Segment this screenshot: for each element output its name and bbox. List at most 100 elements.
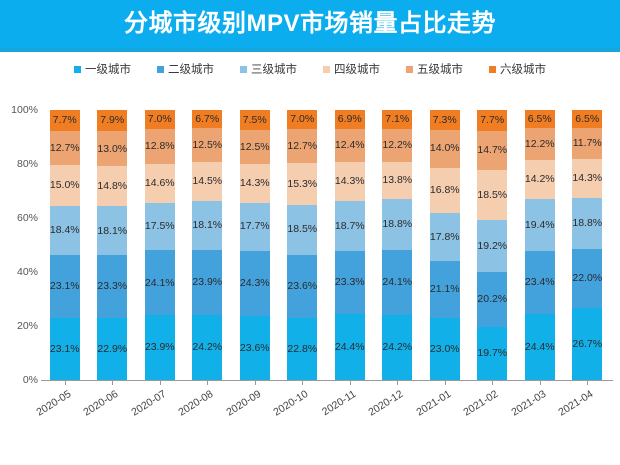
bar-segment[interactable]: 22.9%: [97, 318, 128, 380]
bar-segment[interactable]: 18.1%: [97, 206, 128, 256]
bar-segment[interactable]: 12.5%: [239, 130, 270, 165]
legend-item-5[interactable]: 五级城市: [406, 61, 463, 77]
bar-segment[interactable]: 14.5%: [192, 161, 223, 202]
bar-segment[interactable]: 18.8%: [382, 199, 413, 250]
bar-segment[interactable]: 18.8%: [572, 197, 603, 249]
bar-segment[interactable]: 6.5%: [572, 110, 603, 128]
bar-segment[interactable]: 7.9%: [97, 110, 128, 132]
bar-segment[interactable]: 24.2%: [382, 314, 413, 380]
bar-segment[interactable]: 23.0%: [429, 317, 460, 380]
bar-segment-label: 16.8%: [429, 183, 460, 196]
bar-segment[interactable]: 17.5%: [144, 202, 175, 251]
bar-segment[interactable]: 15.3%: [287, 163, 318, 205]
bar-segment[interactable]: 24.1%: [144, 250, 175, 316]
stacked-bar[interactable]: 7.7% 14.7% 18.5% 19.2% 20.2% 19.7%: [477, 110, 508, 381]
bar-segment[interactable]: 18.5%: [477, 170, 508, 221]
legend-item-2[interactable]: 二级城市: [157, 61, 214, 77]
bar-segment[interactable]: 18.1%: [192, 201, 223, 250]
legend-item-3[interactable]: 三级城市: [240, 61, 297, 77]
bar-segment[interactable]: 23.4%: [524, 251, 555, 315]
bar-segment[interactable]: 14.3%: [239, 164, 270, 203]
bar-segment[interactable]: 23.1%: [49, 317, 80, 381]
bar-segment[interactable]: 24.4%: [334, 314, 365, 380]
bar-segment[interactable]: 12.2%: [382, 129, 413, 162]
bar-segment[interactable]: 7.3%: [429, 110, 460, 130]
bar-segment[interactable]: 14.3%: [572, 159, 603, 198]
stacked-bar[interactable]: 6.9% 12.4% 14.3% 18.7% 23.3% 24.4%: [334, 110, 365, 380]
bar-segment[interactable]: 6.5%: [524, 110, 555, 128]
bar-segment[interactable]: 6.9%: [334, 110, 365, 129]
bar-segment[interactable]: 14.2%: [524, 160, 555, 199]
bar-segment[interactable]: 24.2%: [192, 314, 223, 380]
bar-segment[interactable]: 12.7%: [287, 128, 318, 164]
bar-segment[interactable]: 19.2%: [477, 220, 508, 273]
bar-segment[interactable]: 12.2%: [524, 127, 555, 161]
bar-segment[interactable]: 23.6%: [287, 254, 318, 319]
bar-segment[interactable]: 17.8%: [429, 212, 460, 261]
stacked-bar[interactable]: 7.0% 12.8% 14.6% 17.5% 24.1% 23.9%: [144, 110, 175, 380]
bar-segment[interactable]: 24.3%: [239, 250, 270, 317]
stacked-bar[interactable]: 7.5% 12.5% 14.3% 17.7% 24.3% 23.6%: [239, 110, 270, 380]
bar-segment[interactable]: 11.7%: [572, 127, 603, 160]
bar-segment[interactable]: 7.0%: [287, 110, 318, 129]
bar-segment[interactable]: 7.1%: [382, 110, 413, 130]
bar-segment[interactable]: 7.0%: [144, 110, 175, 129]
bar-segment[interactable]: 6.7%: [192, 110, 223, 129]
y-axis-tick-label: 40%: [16, 266, 38, 278]
bar-segment[interactable]: 7.5%: [239, 110, 270, 131]
x-axis-tick-label: 2021-03: [509, 388, 549, 419]
legend-item-1[interactable]: 一级城市: [74, 61, 131, 77]
bar-segment[interactable]: 17.7%: [239, 202, 270, 251]
stacked-bar[interactable]: 7.1% 12.2% 13.8% 18.8% 24.1% 24.2%: [382, 110, 413, 380]
bar-segment[interactable]: 12.8%: [144, 128, 175, 164]
bar-segment-label: 24.2%: [192, 341, 223, 354]
y-axis-tick-label: 0%: [22, 374, 38, 386]
bar-segment[interactable]: 22.8%: [287, 318, 318, 380]
bar-segment[interactable]: 22.0%: [572, 248, 603, 308]
bar-segment[interactable]: 26.7%: [572, 307, 603, 381]
bar-segment[interactable]: 20.2%: [477, 272, 508, 327]
bar-segment[interactable]: 21.1%: [429, 260, 460, 318]
stacked-bar[interactable]: 7.0% 12.7% 15.3% 18.5% 23.6% 22.8%: [287, 110, 318, 380]
bar-segment[interactable]: 23.3%: [97, 255, 128, 319]
bar-segment[interactable]: 7.7%: [477, 110, 508, 131]
bar-segment[interactable]: 23.9%: [144, 315, 175, 380]
bar-segment[interactable]: 18.4%: [49, 205, 80, 256]
bar-segment[interactable]: 16.8%: [429, 167, 460, 213]
bar-segment[interactable]: 23.1%: [49, 255, 80, 318]
bar-segment[interactable]: 14.3%: [334, 162, 365, 201]
bar-segment[interactable]: 14.6%: [144, 163, 175, 203]
legend-item-4[interactable]: 四级城市: [323, 61, 380, 77]
bar-segment-label: 24.2%: [382, 341, 413, 354]
bar-segment[interactable]: 23.9%: [192, 250, 223, 315]
bar-segment[interactable]: 14.7%: [477, 130, 508, 171]
bar-segment[interactable]: 15.0%: [49, 165, 80, 206]
bar-segment[interactable]: 12.5%: [192, 128, 223, 162]
stacked-bar[interactable]: 6.5% 11.7% 14.3% 18.8% 22.0% 26.7%: [572, 110, 603, 381]
stacked-bar[interactable]: 6.7% 12.5% 14.5% 18.1% 23.9% 24.2%: [192, 110, 223, 380]
stacked-bar[interactable]: 6.5% 12.2% 14.2% 19.4% 23.4% 24.4%: [524, 110, 555, 380]
bar-segment[interactable]: 23.6%: [239, 316, 270, 380]
stacked-bar[interactable]: 7.9% 13.0% 14.8% 18.1% 23.3% 22.9%: [97, 110, 128, 380]
legend-label: 六级城市: [500, 64, 546, 76]
bar-segment[interactable]: 14.8%: [97, 166, 128, 207]
bar-segment[interactable]: 24.1%: [382, 249, 413, 315]
bar-segment[interactable]: 12.7%: [49, 130, 80, 166]
bar-segment-label: 13.0%: [97, 142, 128, 155]
bar-segment[interactable]: 19.4%: [524, 198, 555, 252]
bar-segment-label: 18.1%: [97, 224, 128, 237]
bar-segment-label: 18.4%: [49, 224, 80, 237]
bar-segment[interactable]: 18.7%: [334, 200, 365, 252]
bar-segment[interactable]: 7.7%: [49, 110, 80, 131]
bar-segment[interactable]: 13.8%: [382, 162, 413, 200]
bar-segment[interactable]: 19.7%: [477, 326, 508, 381]
bar-segment[interactable]: 18.5%: [287, 204, 318, 255]
bar-segment[interactable]: 13.0%: [97, 131, 128, 167]
bar-segment[interactable]: 12.4%: [334, 128, 365, 163]
bar-segment[interactable]: 24.4%: [524, 314, 555, 380]
stacked-bar[interactable]: 7.3% 14.0% 16.8% 17.8% 21.1% 23.0%: [429, 110, 460, 380]
bar-segment[interactable]: 23.3%: [334, 251, 365, 315]
stacked-bar[interactable]: 7.7% 12.7% 15.0% 18.4% 23.1% 23.1%: [49, 110, 80, 381]
legend-item-6[interactable]: 六级城市: [489, 61, 546, 77]
bar-segment[interactable]: 14.0%: [429, 129, 460, 168]
